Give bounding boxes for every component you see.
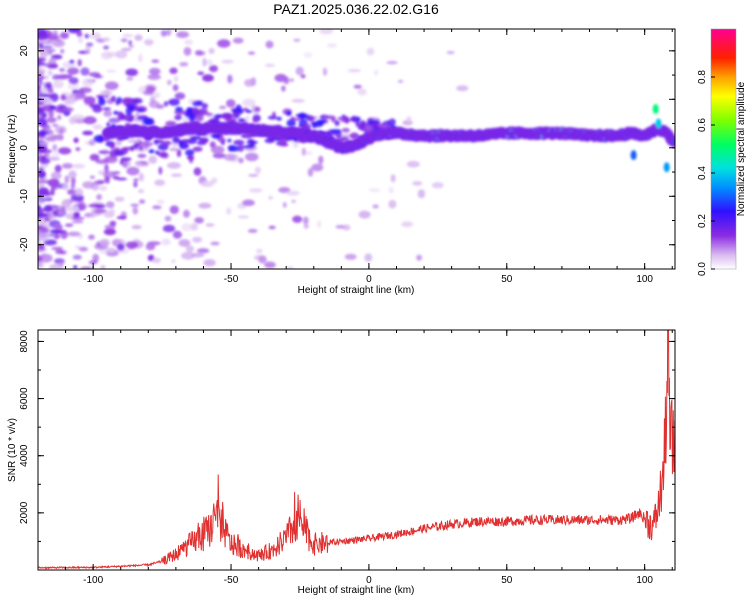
spec-ytick-label-2: 0 (19, 145, 30, 151)
spectrogram-frame (37, 28, 676, 270)
snr-ylabel: SNR (10 * v/v) (7, 418, 18, 482)
spectrogram-feature-3 (630, 150, 637, 161)
spec-xtick-label-4: 100 (636, 274, 653, 285)
spec-ytick-label-4: 20 (19, 45, 30, 57)
spec-ytick-label-0: -20 (19, 237, 30, 252)
spectrogram-ylabel: Frequency (Hz) (7, 115, 18, 184)
snr-xtick-label-1: -50 (224, 575, 239, 586)
spec-ytick-label-3: 10 (19, 93, 30, 105)
snr-background (38, 330, 675, 570)
spectrogram-xlabel: Height of straight line (km) (298, 285, 415, 296)
snr-xtick-label-3: 50 (501, 575, 513, 586)
colorbar-label: Normalized spectral amplitude (736, 81, 747, 216)
spec-ytick-label-1: -10 (19, 189, 30, 204)
figure-title: PAZ1.2025.036.22.02.G16 (273, 1, 439, 17)
snr-axes: -100 -50 0 50 100 2000 4000 6000 8000 (19, 330, 675, 586)
spectrogram-feature-2 (663, 162, 670, 173)
colorbar-tick-label-0: 0.0 (697, 262, 708, 276)
colorbar: 0.0 0.2 0.4 0.6 0.8 Normalized spectral ampl… (697, 28, 747, 276)
colorbar-tick-label-1: 0.2 (697, 214, 708, 228)
snr-ytick-label-1: 4000 (19, 444, 30, 467)
snr-xtick-label-0: -100 (83, 575, 103, 586)
colorbar-tick-label-2: 0.4 (697, 166, 708, 180)
colorbar-tick-label-3: 0.6 (697, 118, 708, 132)
snr-xlabel: Height of straight line (km) (298, 585, 415, 596)
colorbar-ticks: 0.0 0.2 0.4 0.6 0.8 (697, 70, 715, 276)
spectrogram-ridge (101, 104, 675, 173)
spectrogram-feature-1 (655, 118, 662, 129)
snr-ytick-label-0: 2000 (19, 501, 30, 524)
spec-xtick-label-0: -100 (83, 274, 103, 285)
snr-frame (37, 329, 676, 571)
colorbar-tick-label-4: 0.8 (697, 70, 708, 84)
spectrogram-feature-0 (652, 104, 659, 114)
snr-panel: -100 -50 0 50 100 2000 4000 6000 8000 Height of … (7, 329, 676, 596)
spec-xtick-label-3: 50 (501, 274, 513, 285)
snr-xtick-label-4: 100 (636, 575, 653, 586)
snr-ytick-label-2: 6000 (19, 387, 30, 410)
colorbar-frame (710, 28, 737, 270)
snr-xtick-label-2: 0 (366, 575, 372, 586)
snr-series-line (38, 330, 675, 570)
snr-ytick-label-3: 8000 (19, 330, 30, 353)
spectrogram-heatmap (38, 29, 675, 269)
spec-xtick-label-2: 0 (366, 274, 372, 285)
spec-xtick-label-1: -50 (224, 274, 239, 285)
colorbar-gradient (711, 29, 736, 269)
